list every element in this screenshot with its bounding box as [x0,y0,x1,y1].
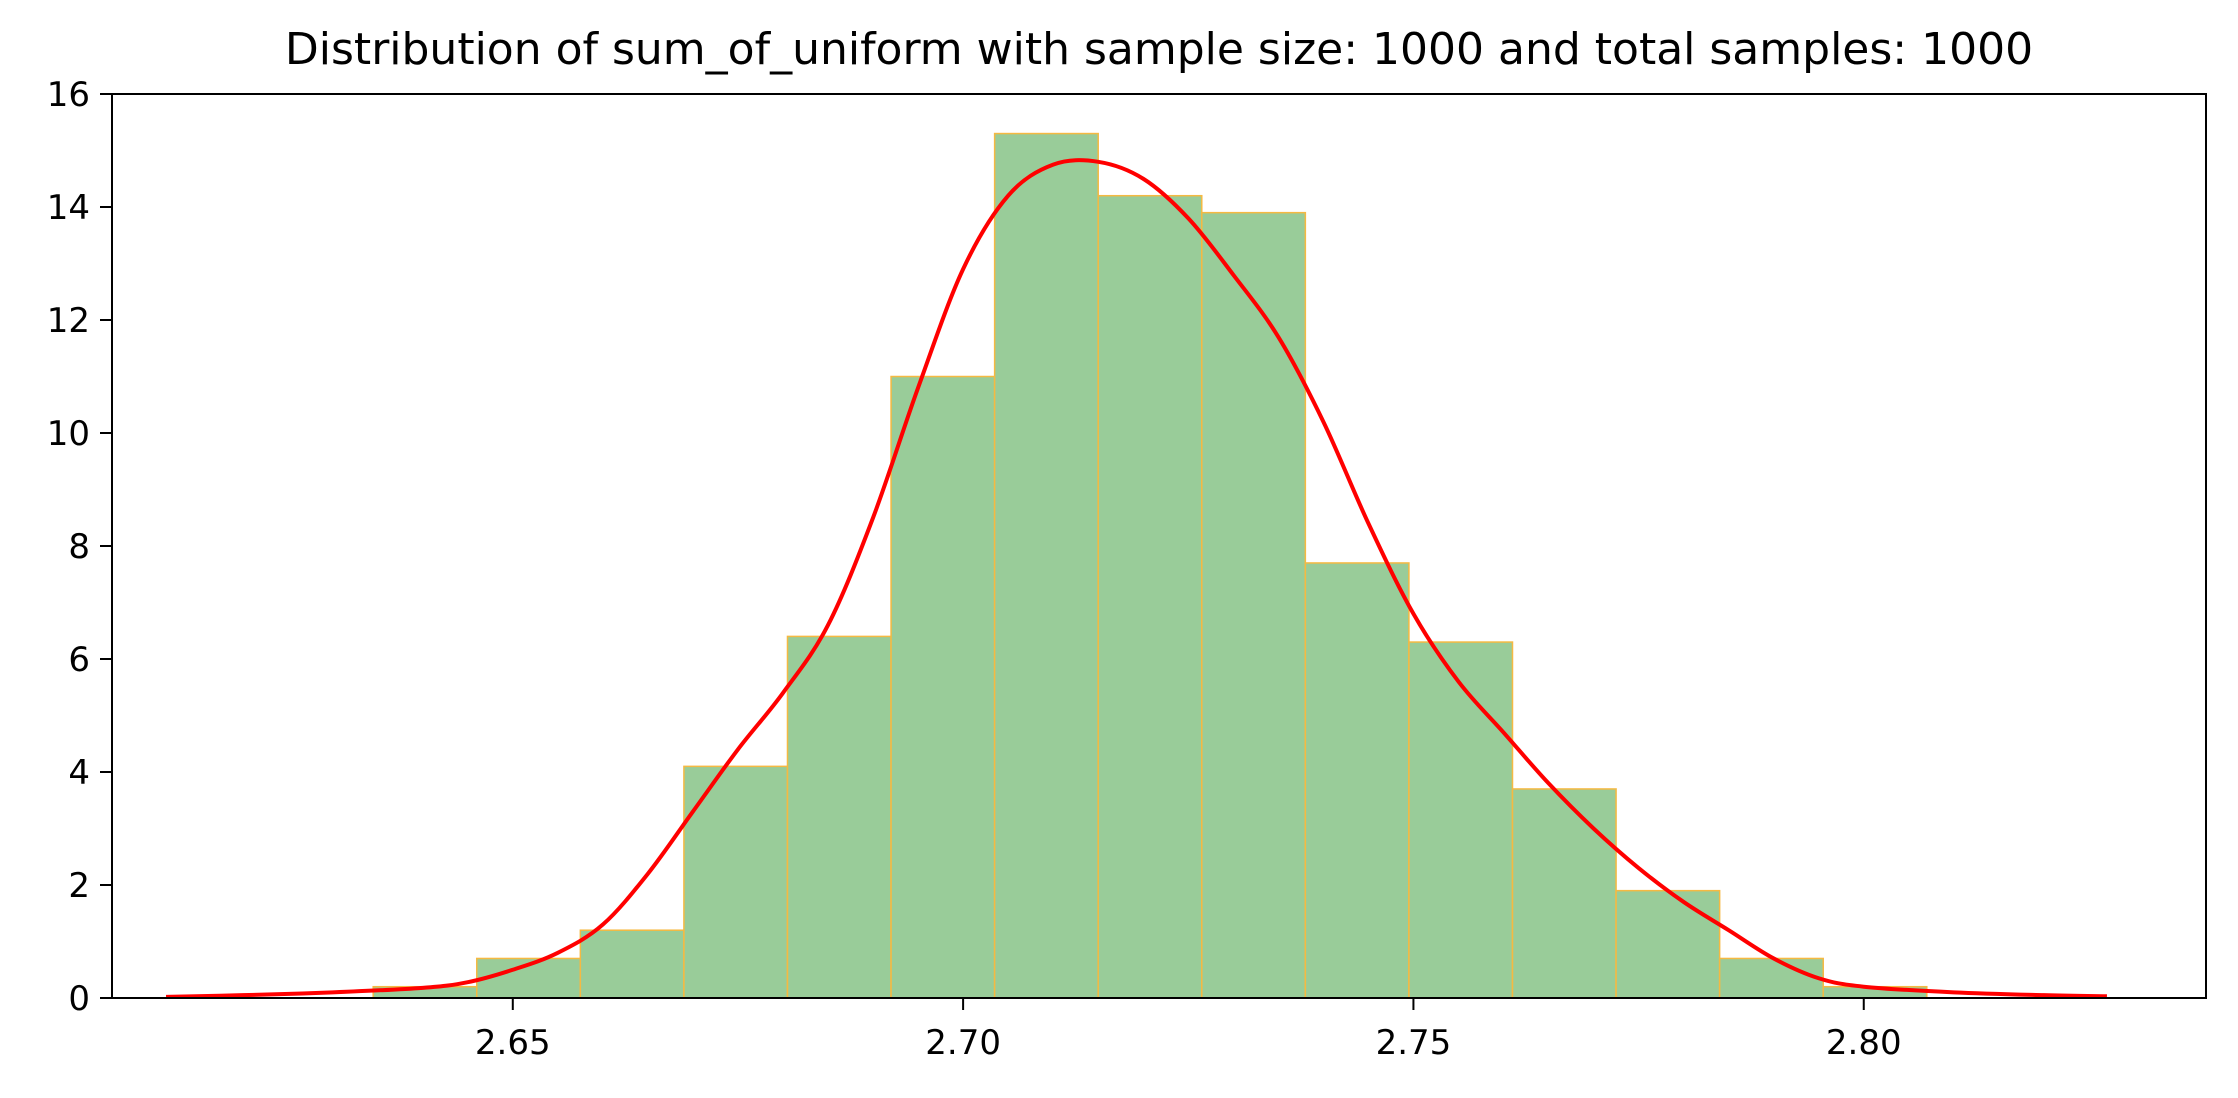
y-tick-label: 12 [47,301,90,341]
x-tick-label: 2.70 [925,1023,1001,1063]
x-tick-label: 2.75 [1376,1023,1452,1063]
y-tick-label: 10 [47,414,90,454]
histogram-bar [1304,562,1410,999]
density-curve-layer [165,158,2107,999]
chart-title: Distribution of sum_of_uniform with samp… [285,24,2033,75]
y-tick-label: 14 [47,188,90,228]
y-axis: 0 2 4 6 8 10 12 14 16 [47,75,112,1019]
x-tick-label: 2.65 [475,1023,551,1063]
histogram-bar [1511,788,1617,999]
histogram-bar [1408,641,1514,999]
histogram-bar [1201,211,1307,999]
histogram-bar [1097,194,1203,999]
histogram-bar [1718,957,1824,999]
y-tick-label: 0 [68,979,90,1019]
histogram-bar [786,635,892,999]
histogram-bar [579,929,685,999]
y-tick-label: 16 [47,75,90,115]
histogram-bar [1615,889,1721,999]
x-tick-label: 2.80 [1826,1023,1902,1063]
y-tick-label: 2 [68,866,90,906]
x-axis: 2.65 2.70 2.75 2.80 [475,998,1902,1063]
histogram-bars [372,132,1928,999]
histogram-bar [890,375,996,999]
y-tick-label: 4 [68,753,90,793]
density-curve [165,158,2107,999]
y-tick-label: 8 [68,527,90,567]
histogram-bar [993,132,1099,999]
y-tick-label: 6 [68,640,90,680]
